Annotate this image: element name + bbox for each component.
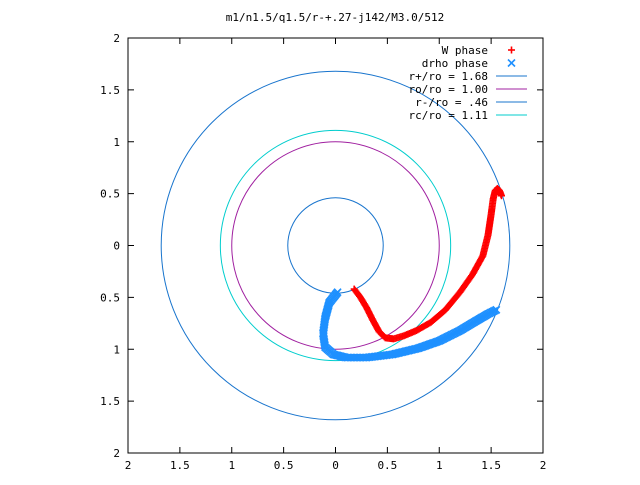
legend-entry: r+/ro = 1.68 <box>409 70 527 83</box>
legend-entry: drho phase <box>422 57 516 70</box>
legend-entry: r-/ro = .46 <box>415 96 527 109</box>
legend-label: drho phase <box>422 57 488 70</box>
x-tick-label: 1.5 <box>481 459 501 472</box>
x-tick-label: 0.5 <box>274 459 294 472</box>
circle-series-4 <box>219 129 452 362</box>
y-tick-label: 0.5 <box>100 291 120 304</box>
w-phase-point <box>498 192 505 200</box>
legend-label: rc/ro = 1.11 <box>409 109 488 122</box>
legend-entry: ro/ro = 1.00 <box>409 83 527 96</box>
legend-label: W phase <box>442 44 488 57</box>
legend-label: r-/ro = .46 <box>415 96 488 109</box>
circles-layer <box>160 70 511 421</box>
x-tick-label: 1.5 <box>170 459 190 472</box>
legend-label: ro/ro = 1.00 <box>409 83 488 96</box>
y-tick-label: 1.5 <box>100 84 120 97</box>
circle-series-1 <box>160 70 511 421</box>
y-tick-label: 0 <box>113 240 120 253</box>
x-tick-label: 1 <box>436 459 443 472</box>
x-tick-label: 1 <box>228 459 235 472</box>
y-tick-label: 2 <box>113 447 120 460</box>
legend-entry: W phase <box>442 44 515 57</box>
x-tick-label: 0.5 <box>377 459 397 472</box>
axes-layer: 2 1.5 1 0.5 0 0.5 1 1.5 221.510.500.511.52 <box>100 32 546 472</box>
legend-entry: rc/ro = 1.11 <box>409 109 527 122</box>
y-tick-label: 1 <box>113 136 120 149</box>
x-tick-label: 0 <box>332 459 339 472</box>
legend-marker-cross <box>507 58 516 68</box>
legend-label: r+/ro = 1.68 <box>409 70 488 83</box>
x-tick-label: 2 <box>125 459 132 472</box>
y-tick-label: 2 <box>113 32 120 45</box>
y-tick-label: 0.5 <box>100 188 120 201</box>
y-tick-label: 1 <box>113 343 120 356</box>
drho-phase-point <box>492 305 501 314</box>
circle-series-2 <box>231 141 440 350</box>
chart-title: m1/n1.5/q1.5/r-+.27-j142/M3.0/512 <box>226 11 445 24</box>
legend-marker-plus <box>508 46 515 54</box>
y-tick-label: 1.5 <box>100 395 120 408</box>
x-tick-label: 2 <box>540 459 547 472</box>
points-layer <box>318 184 505 362</box>
